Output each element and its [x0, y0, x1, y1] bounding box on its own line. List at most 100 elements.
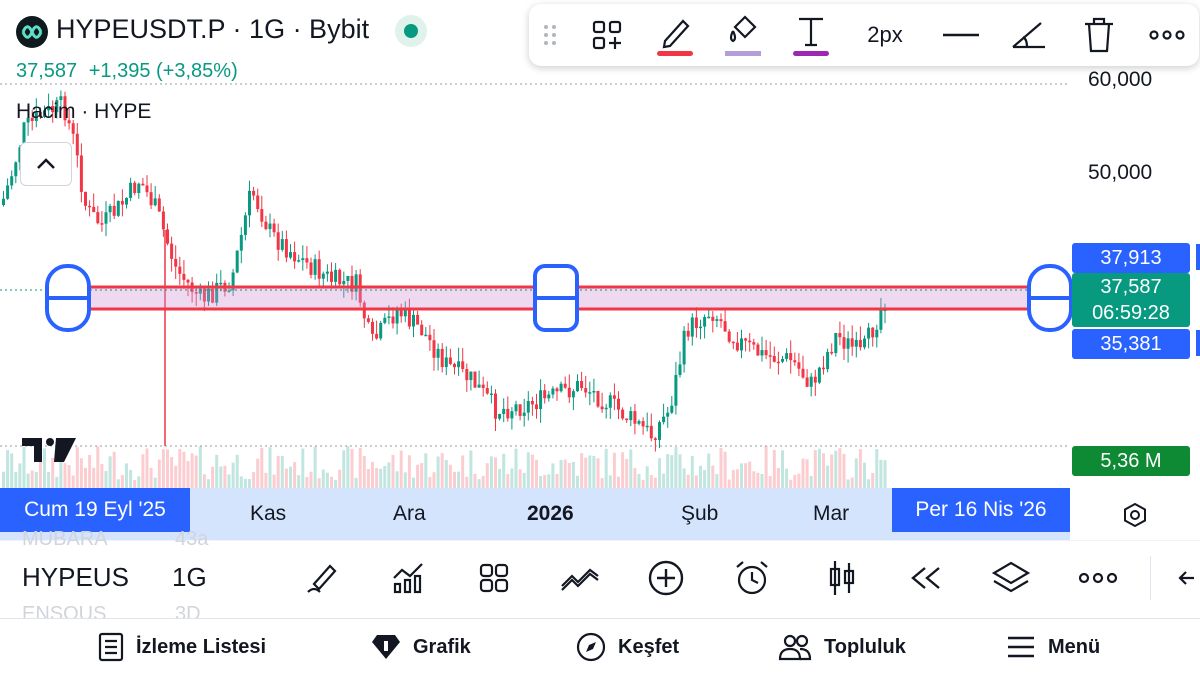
candle [416, 314, 420, 325]
pencil-icon[interactable] [653, 12, 697, 58]
volume-bar [448, 464, 452, 488]
trash-icon[interactable] [1077, 12, 1121, 58]
add-icon[interactable] [646, 558, 686, 598]
nav-explore[interactable]: Keşfet [576, 630, 679, 664]
alert-icon[interactable] [732, 558, 772, 598]
volume-bar [670, 455, 674, 488]
volume-bar [231, 462, 235, 488]
tradingview-logo-icon [22, 438, 76, 462]
volume-bar [530, 454, 534, 488]
volume-bar [317, 478, 321, 488]
candle [850, 338, 854, 347]
candle [403, 308, 407, 317]
volume-bar [362, 455, 366, 488]
volume-bar [719, 447, 723, 488]
chart-settings-icon[interactable] [1118, 498, 1152, 532]
more-icon[interactable] [1078, 558, 1118, 598]
zone-start-date-tag[interactable]: Cum 19 Eyl '25 [0, 488, 190, 532]
volume-bar [104, 471, 108, 488]
text-icon[interactable] [789, 12, 833, 58]
back-icon[interactable] [1170, 558, 1200, 598]
templates-icon[interactable] [474, 558, 514, 598]
symbol-button[interactable]: HYPEUS [22, 562, 129, 592]
candle [371, 321, 374, 334]
volume-indicator-label[interactable]: Hacim · HYPE [16, 100, 152, 123]
candle [707, 316, 711, 319]
volume-bar [96, 446, 100, 488]
candle [325, 271, 329, 274]
volume-bar [116, 479, 120, 488]
zone-handle-left[interactable] [45, 264, 91, 332]
chart-nav-icon [372, 635, 400, 659]
nav-community[interactable]: Topluluk [778, 630, 906, 664]
volume-bar [407, 455, 411, 488]
draw-tools-icon[interactable] [302, 558, 342, 598]
candle [485, 388, 489, 394]
layers-icon[interactable] [991, 558, 1031, 598]
candle [125, 197, 128, 205]
nav-watchlist[interactable]: İzleme Listesi [98, 630, 266, 664]
zone-end-date-tag[interactable]: Per 16 Nis '26 [892, 488, 1070, 532]
candle [317, 259, 321, 279]
volume-bar [502, 453, 506, 488]
volume-bar [268, 447, 272, 488]
volume-bar [223, 465, 227, 488]
drawing-toolbar: 2px [529, 4, 1199, 66]
price-chart[interactable] [0, 0, 1200, 540]
volume-bar [539, 476, 543, 488]
candle [293, 252, 297, 262]
volume-bar [457, 471, 461, 488]
last-price: 37,587 [16, 60, 78, 82]
zone-bottom-price-tag[interactable]: 35,381 [1072, 329, 1190, 359]
candle [629, 411, 633, 421]
line-width-label[interactable]: 2px [867, 22, 903, 47]
grip-icon[interactable] [537, 12, 563, 58]
community-icon [778, 634, 812, 661]
candle [772, 355, 776, 362]
candle [289, 252, 292, 258]
candle [727, 331, 731, 342]
volume-bar [768, 476, 772, 488]
add-template-icon[interactable] [585, 12, 629, 58]
replay-icon[interactable] [905, 558, 945, 598]
volume-bar [153, 477, 157, 488]
angle-icon[interactable] [1007, 12, 1051, 58]
candle [71, 123, 75, 134]
zone-top-price-tag[interactable]: 37,913 [1072, 243, 1190, 273]
candle [227, 290, 231, 292]
zone-handle-middle[interactable] [533, 264, 579, 332]
volume-bar [789, 479, 793, 488]
volume-bar [514, 448, 518, 488]
compare-icon[interactable] [560, 558, 600, 598]
volume-bar [112, 451, 116, 488]
volume-bar [781, 450, 784, 488]
bar-style-icon[interactable] [822, 558, 862, 598]
candle [428, 334, 432, 341]
zone-handle-right[interactable] [1027, 264, 1073, 332]
market-status-icon[interactable] [395, 15, 427, 47]
symbol-title[interactable]: HYPEUSDT.P · 1G · Bybit [56, 14, 370, 44]
candle [149, 192, 153, 206]
candle [612, 395, 616, 399]
more-icon[interactable] [1145, 12, 1189, 58]
fill-bucket-icon[interactable] [721, 12, 765, 58]
candle [543, 390, 547, 399]
line-style-icon[interactable] [939, 12, 983, 58]
indicators-icon[interactable] [388, 558, 428, 598]
nav-chart[interactable]: Grafik [371, 630, 471, 664]
candle [502, 408, 506, 414]
interval-button[interactable]: 1G [172, 562, 207, 592]
candle [518, 404, 522, 416]
candle [752, 342, 756, 345]
volume-bar [555, 473, 559, 488]
volume-bar [629, 449, 633, 488]
volume-bar [535, 459, 538, 488]
collapse-legend-button[interactable] [20, 142, 72, 186]
volume-bar [43, 448, 46, 488]
nav-menu[interactable]: Menü [1006, 630, 1100, 664]
volume-bar [403, 472, 407, 488]
volume-bar [432, 472, 436, 488]
volume-bar [252, 472, 256, 488]
volume-bar [707, 453, 711, 488]
volume-bar [399, 450, 403, 488]
